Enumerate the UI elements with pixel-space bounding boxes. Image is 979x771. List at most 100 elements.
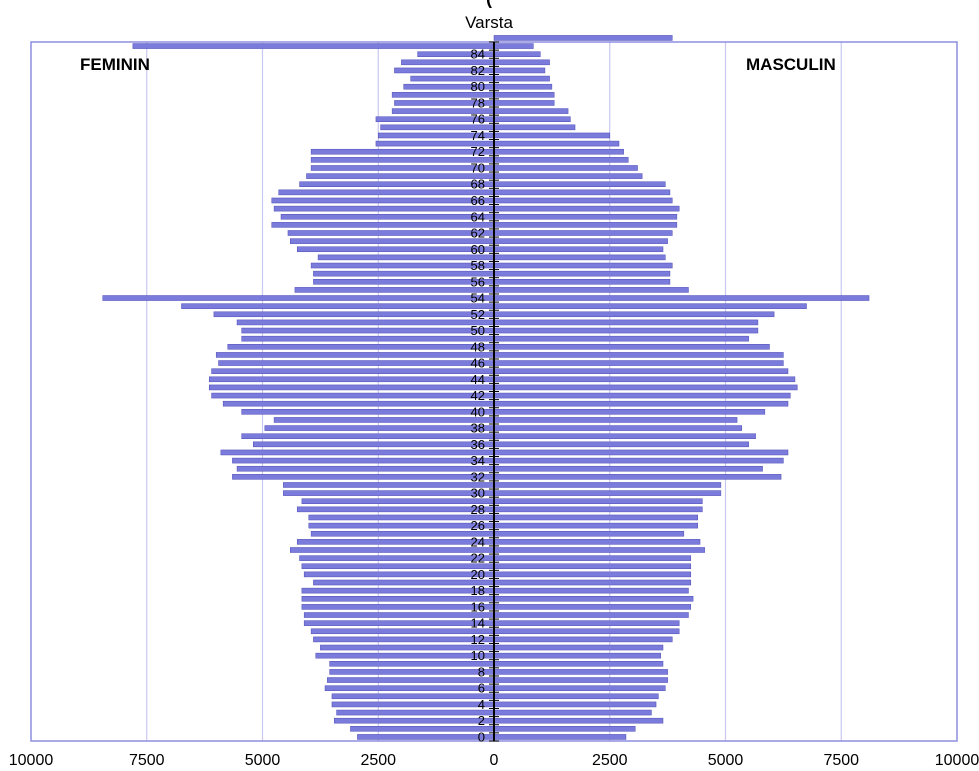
age-tick-label: 6 [478,681,485,696]
bar-feminin [283,482,495,488]
bar-masculin [493,539,701,545]
bar-masculin [493,409,766,415]
bar-feminin [320,644,495,651]
x-tick-label: 5000 [708,752,744,769]
age-tick-label: 10 [471,648,485,663]
age-tick-label: 60 [471,242,485,257]
bar-masculin [493,685,666,691]
bar-feminin [303,571,495,578]
bar-masculin [493,449,789,456]
bar-masculin [493,522,698,529]
bar-masculin [493,246,664,253]
bar-feminin [301,587,495,594]
bar-masculin [493,425,742,431]
bar-feminin [331,693,495,700]
age-tick-label: 52 [471,307,485,322]
bar-masculin [493,124,576,131]
bar-feminin [357,734,495,740]
x-tick-label: 10000 [935,752,979,769]
bar-feminin [310,165,495,171]
bar-masculin [493,726,636,732]
bar-masculin [493,213,678,220]
bar-masculin [493,327,759,334]
masculin-label: MASCULIN [746,55,836,74]
bar-feminin [327,677,495,683]
bar-masculin [493,563,692,570]
bar-masculin [493,189,671,196]
bar-feminin [313,579,495,586]
bar-feminin [306,173,495,179]
age-tick-label: 70 [471,160,485,175]
bar-feminin [181,303,495,309]
bar-feminin [299,181,495,188]
bar-masculin [493,490,722,496]
bar-masculin [493,222,678,228]
bar-masculin [493,140,620,147]
bar-feminin [209,384,495,391]
bar-masculin [493,417,738,423]
age-tick-label: 66 [471,193,485,208]
bar-masculin [493,709,652,716]
bar-feminin [313,270,495,277]
bar-masculin [493,465,763,472]
bar-masculin [493,661,664,667]
bar-masculin [493,132,610,139]
bar-masculin [493,384,798,391]
bar-feminin [310,530,495,537]
age-tick-label: 4 [478,697,485,712]
bar-feminin [290,547,495,553]
bar-masculin [493,108,569,114]
bar-masculin [493,514,698,521]
bar-masculin [493,262,673,269]
bar-masculin [493,116,571,122]
bar-masculin [493,701,657,708]
age-tick-label: 68 [471,177,485,192]
bar-masculin [493,35,673,41]
age-tick-label: 38 [471,421,485,436]
age-tick-label: 22 [471,551,485,566]
x-tick-label: 2500 [360,752,396,769]
age-tick-label: 14 [471,616,485,631]
bar-masculin [493,628,680,635]
x-tick-label: 7500 [129,752,165,769]
bar-feminin [313,279,495,285]
bar-feminin [336,709,495,716]
bar-feminin [102,295,495,301]
bar-masculin [493,734,627,740]
age-tick-label: 54 [471,291,485,306]
age-tick-label: 44 [471,372,485,387]
bar-masculin [493,579,692,586]
bar-feminin [331,701,495,708]
bar-masculin [493,587,689,594]
age-tick-label: 20 [471,567,485,582]
bar-masculin [493,595,694,602]
bar-masculin [493,360,784,366]
bar-masculin [493,83,553,90]
age-tick-label: 12 [471,632,485,647]
bar-feminin [222,400,495,407]
age-tick-label: 24 [471,534,485,549]
bar-masculin [493,254,666,261]
bar-masculin [493,433,756,439]
bar-masculin [493,67,546,74]
bar-masculin [493,319,759,326]
bar-feminin [299,555,495,561]
bar-feminin [241,409,495,415]
bar-masculin [493,335,749,342]
bar-feminin [313,636,495,643]
bar-masculin [493,474,782,480]
bar-masculin [493,400,789,407]
bar-feminin [296,539,495,545]
bar-feminin [329,661,495,667]
bars-group [102,35,870,740]
age-tick-label: 32 [471,469,485,484]
bar-masculin [493,59,550,66]
bar-masculin [493,100,555,106]
bar-feminin [280,213,495,220]
age-tick-label: 28 [471,502,485,517]
bar-masculin [493,165,638,171]
age-tick-label: 72 [471,144,485,159]
bar-feminin [278,189,495,196]
bar-masculin [493,717,664,724]
age-tick-label: 36 [471,437,485,452]
